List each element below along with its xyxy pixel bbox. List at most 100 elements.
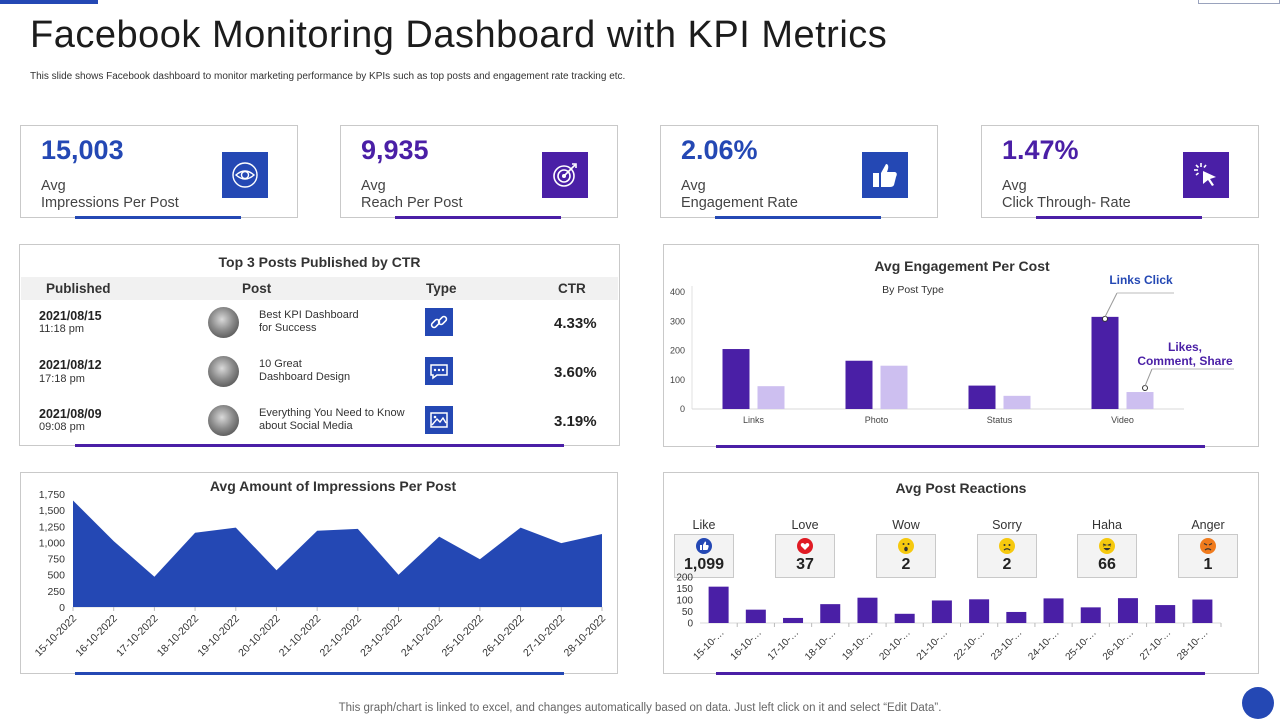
y-tick-label: 1,750 xyxy=(39,489,65,501)
chart-title: Avg Amount of Impressions Per Post xyxy=(210,478,457,494)
row-time: 17:18 pm xyxy=(39,373,85,385)
column-header-type: Type xyxy=(426,281,457,296)
reaction-value: 1,099 xyxy=(683,556,725,573)
top-right-accent xyxy=(1198,0,1280,4)
reaction-box: 66 xyxy=(1077,534,1137,578)
panel-accent-bar xyxy=(716,672,1205,675)
x-tick-label: 22-10-2022 xyxy=(317,613,364,660)
reaction-box: 2 xyxy=(977,534,1037,578)
kpi-label-line2: Impressions Per Post xyxy=(41,195,179,211)
reaction-name: Sorry xyxy=(992,518,1022,532)
x-tick-label: Links xyxy=(743,415,765,425)
x-tick-label: 21-10-2022 xyxy=(277,613,324,660)
top-accent-bar xyxy=(0,0,98,4)
reaction-bar-6 xyxy=(894,613,915,623)
avatar xyxy=(208,405,239,436)
column-header-ctr: CTR xyxy=(558,281,586,296)
chat-icon xyxy=(425,357,453,385)
table-header: Published Post Type CTR xyxy=(21,277,618,300)
reaction-bar-11 xyxy=(1080,607,1101,623)
bar-video-series-2 xyxy=(1126,392,1154,409)
reaction-bar-9 xyxy=(1006,611,1027,623)
reaction-bar-12 xyxy=(1117,598,1138,623)
y-tick-label: 1,250 xyxy=(39,521,65,533)
avatar xyxy=(208,356,239,387)
post-title-line1: 10 Great xyxy=(259,358,302,370)
reaction-box: 1 xyxy=(1178,534,1238,578)
y-tick-label: 0 xyxy=(680,404,685,414)
y-tick-label: 0 xyxy=(59,602,65,614)
y-tick-label: 150 xyxy=(676,584,693,595)
x-tick-label: 26-10-2022 xyxy=(480,613,527,660)
impressions-area xyxy=(73,500,602,607)
row-post-title: Best KPI Dashboard for Success xyxy=(259,309,419,335)
sorry-icon xyxy=(999,538,1015,554)
reaction-love: Love 37 xyxy=(775,518,835,578)
x-tick-label: 18-10-2022 xyxy=(155,613,202,660)
post-title-line2: for Success xyxy=(259,322,317,334)
bar-links-series-1 xyxy=(722,349,750,409)
reaction-anger: Anger 1 xyxy=(1178,518,1238,578)
y-tick-label: 400 xyxy=(670,287,685,297)
chart-title: Avg Engagement Per Cost xyxy=(874,258,1050,274)
bar-status-series-1 xyxy=(968,385,996,409)
reaction-bar-10 xyxy=(1043,598,1064,623)
x-tick-label: Status xyxy=(987,415,1013,425)
reaction-box: 2 xyxy=(876,534,936,578)
reaction-bar-4 xyxy=(820,604,841,623)
reaction-box: 1,099 xyxy=(674,534,734,578)
column-header-published: Published xyxy=(46,281,111,296)
y-tick-label: 200 xyxy=(670,346,685,356)
kpi-label-line1: Avg xyxy=(41,178,66,194)
row-date: 2021/08/12 xyxy=(39,358,102,372)
x-tick-label: 19-10-… xyxy=(840,627,875,662)
kpi-accent-bar xyxy=(1036,216,1202,219)
kpi-label-line1: Avg xyxy=(1002,178,1027,194)
y-tick-label: 750 xyxy=(47,554,65,566)
reaction-name: Like xyxy=(692,518,716,532)
x-tick-label: 27-10-… xyxy=(1138,627,1173,662)
y-tick-label: 50 xyxy=(682,607,694,618)
reaction-bar-7 xyxy=(931,600,952,623)
y-tick-label: 300 xyxy=(670,316,685,326)
annotation-label: Links Click xyxy=(1109,273,1173,287)
annotation-marker xyxy=(1102,315,1108,322)
y-tick-label: 0 xyxy=(687,619,693,630)
reaction-value: 66 xyxy=(1098,556,1116,573)
bar-status-series-2 xyxy=(1003,395,1031,409)
page-title: Facebook Monitoring Dashboard with KPI M… xyxy=(30,14,888,56)
post-title-line1: Everything You Need to Know xyxy=(259,407,405,419)
reaction-name: Love xyxy=(791,518,819,532)
x-tick-label: 16-10-… xyxy=(729,627,764,662)
reaction-sorry: Sorry 2 xyxy=(977,518,1037,578)
reaction-box: 37 xyxy=(775,534,835,578)
row-time: 11:18 pm xyxy=(39,323,85,335)
kpi-label: Avg Reach Per Post xyxy=(361,178,463,212)
annotation-label: Comment, Share xyxy=(1137,354,1233,368)
x-tick-label: 21-10-… xyxy=(915,627,950,662)
row-post-title: Everything You Need to Know about Social… xyxy=(259,407,419,433)
footer-note: This graph/chart is linked to excel, and… xyxy=(338,702,942,714)
row-ctr: 4.33% xyxy=(554,315,597,332)
click-cursor-icon xyxy=(1183,152,1229,198)
kpi-label-line2: Click Through- Rate xyxy=(1002,195,1131,211)
reaction-bar-13 xyxy=(1155,605,1176,623)
kpi-accent-bar xyxy=(75,216,241,219)
row-date: 2021/08/15 xyxy=(39,309,102,323)
corner-decoration xyxy=(1242,687,1274,719)
row-ctr: 3.19% xyxy=(554,413,597,430)
y-tick-label: 100 xyxy=(676,596,693,607)
y-tick-label: 1,500 xyxy=(39,505,65,517)
post-title-line2: Dashboard Design xyxy=(259,371,351,383)
bar-links-series-2 xyxy=(757,386,785,409)
annotation-leader xyxy=(1144,368,1153,387)
x-tick-label: 17-10-… xyxy=(766,627,801,662)
reaction-name: Haha xyxy=(1092,518,1122,532)
like-icon xyxy=(696,538,712,554)
engagement-chart: Avg Engagement Per Cost By Post Type 0 10… xyxy=(670,258,1234,425)
impressions-chart-panel: Avg Amount of Impressions Per Post 0 250 5… xyxy=(20,472,618,675)
target-icon xyxy=(542,152,588,198)
y-tick-label: 1,000 xyxy=(39,537,65,549)
top-posts-panel: Top 3 Posts Published by CTR Published P… xyxy=(19,244,620,447)
